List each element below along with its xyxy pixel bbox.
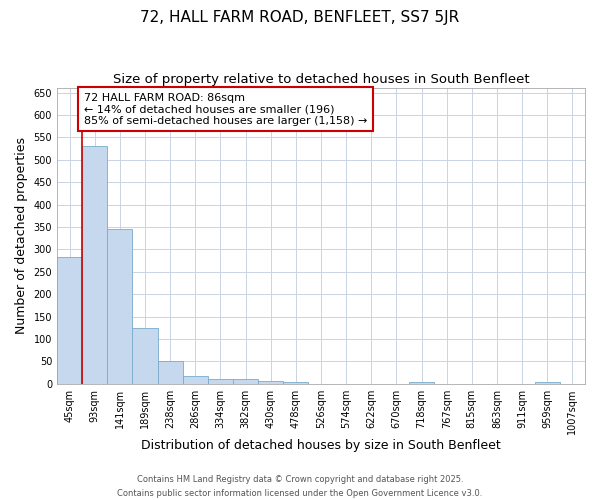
Text: 72 HALL FARM ROAD: 86sqm
← 14% of detached houses are smaller (196)
85% of semi-: 72 HALL FARM ROAD: 86sqm ← 14% of detach… <box>84 92 367 126</box>
Y-axis label: Number of detached properties: Number of detached properties <box>15 138 28 334</box>
Title: Size of property relative to detached houses in South Benfleet: Size of property relative to detached ho… <box>113 72 529 86</box>
Bar <box>82 146 107 384</box>
Bar <box>283 382 308 384</box>
Bar <box>183 376 208 384</box>
Text: 72, HALL FARM ROAD, BENFLEET, SS7 5JR: 72, HALL FARM ROAD, BENFLEET, SS7 5JR <box>140 10 460 25</box>
Bar <box>258 381 283 384</box>
Bar <box>233 379 258 384</box>
Bar <box>158 362 183 384</box>
Bar <box>107 229 133 384</box>
Bar <box>57 257 82 384</box>
Bar <box>535 382 560 384</box>
Bar <box>409 382 434 384</box>
Text: Contains HM Land Registry data © Crown copyright and database right 2025.
Contai: Contains HM Land Registry data © Crown c… <box>118 476 482 498</box>
Bar <box>208 379 233 384</box>
X-axis label: Distribution of detached houses by size in South Benfleet: Distribution of detached houses by size … <box>141 440 501 452</box>
Bar <box>133 328 158 384</box>
